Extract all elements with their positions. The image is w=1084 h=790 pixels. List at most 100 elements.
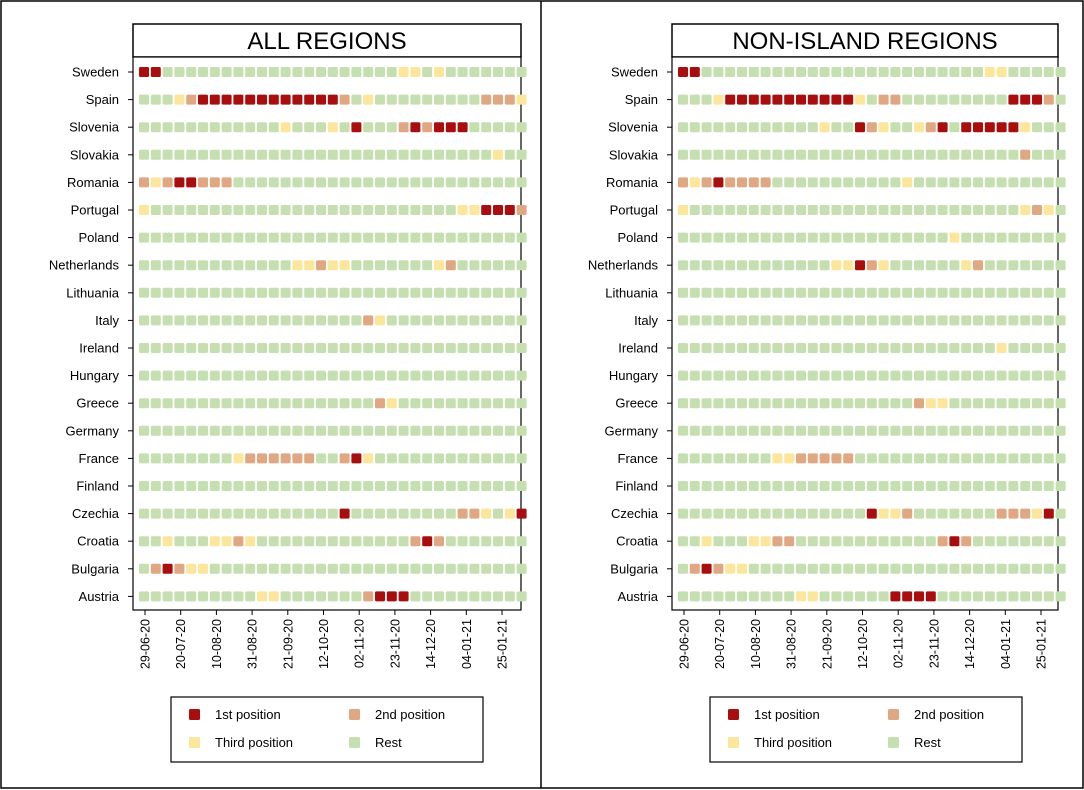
cell-rest bbox=[807, 563, 818, 574]
x-tick-label: 21-09-20 bbox=[281, 619, 295, 669]
cell-rest bbox=[292, 67, 303, 77]
cell-third-position bbox=[855, 94, 865, 105]
cell-rest bbox=[678, 370, 688, 381]
cell-rest bbox=[1055, 149, 1066, 160]
cell-rest bbox=[914, 177, 924, 188]
cell-rest bbox=[268, 205, 279, 215]
x-tick-label: 14-12-20 bbox=[963, 619, 977, 669]
cell-rest bbox=[139, 149, 149, 160]
cell-rest bbox=[1008, 260, 1019, 271]
cell-rest bbox=[422, 205, 433, 215]
cell-first-position bbox=[304, 94, 315, 105]
cell-rest bbox=[445, 591, 456, 602]
cell-rest bbox=[363, 67, 374, 77]
cell-third-position bbox=[386, 398, 397, 409]
cell-first-position bbox=[445, 122, 456, 133]
cell-rest bbox=[422, 315, 433, 326]
cell-rest bbox=[878, 232, 889, 243]
cell-rest bbox=[772, 260, 783, 271]
cell-third-position bbox=[1020, 122, 1031, 133]
cell-rest bbox=[292, 398, 303, 409]
cell-rest bbox=[890, 563, 901, 574]
cell-rest bbox=[292, 591, 303, 602]
cell-rest bbox=[760, 425, 771, 436]
cell-rest bbox=[784, 232, 795, 243]
cell-rest bbox=[796, 425, 806, 436]
cell-rest bbox=[914, 508, 924, 519]
cell-rest bbox=[689, 370, 700, 381]
cell-third-position bbox=[1043, 205, 1054, 215]
cell-rest bbox=[292, 508, 303, 519]
cell-rest bbox=[678, 481, 688, 491]
cell-rest bbox=[902, 425, 913, 436]
cell-rest bbox=[1008, 481, 1019, 491]
cell-rest bbox=[890, 260, 901, 271]
cell-rest bbox=[481, 453, 492, 464]
y-tick-label: Poland bbox=[618, 230, 658, 245]
cell-rest bbox=[1020, 591, 1031, 602]
cell-rest bbox=[422, 425, 433, 436]
cell-rest bbox=[410, 94, 421, 105]
cell-rest bbox=[925, 453, 936, 464]
cell-third-position bbox=[339, 260, 350, 271]
cell-third-position bbox=[233, 453, 244, 464]
cell-rest bbox=[457, 591, 468, 602]
cell-rest bbox=[198, 343, 208, 353]
cell-rest bbox=[233, 481, 244, 491]
cell-rest bbox=[398, 343, 409, 353]
cell-second-position bbox=[422, 122, 433, 133]
cell-rest bbox=[363, 232, 374, 243]
cell-rest bbox=[973, 453, 983, 464]
legend-rest-label: Rest bbox=[375, 735, 402, 750]
cell-rest bbox=[481, 481, 492, 491]
cell-second-position bbox=[398, 122, 409, 133]
cell-rest bbox=[174, 481, 185, 491]
cell-third-position bbox=[280, 122, 291, 133]
cell-first-position bbox=[351, 122, 362, 133]
cell-rest bbox=[386, 536, 397, 547]
cell-rest bbox=[268, 232, 279, 243]
cell-rest bbox=[422, 508, 433, 519]
cell-rest bbox=[1043, 591, 1054, 602]
y-tick-label: Sweden bbox=[72, 65, 119, 80]
cell-rest bbox=[398, 149, 409, 160]
cell-rest bbox=[198, 122, 208, 133]
cell-rest bbox=[209, 149, 220, 160]
cell-rest bbox=[949, 591, 960, 602]
cell-rest bbox=[398, 370, 409, 381]
cell-rest bbox=[996, 232, 1007, 243]
cell-rest bbox=[796, 536, 806, 547]
cell-rest bbox=[725, 398, 736, 409]
cell-second-position bbox=[363, 315, 374, 326]
cell-second-position bbox=[233, 536, 244, 547]
cell-rest bbox=[831, 591, 842, 602]
cell-rest bbox=[1032, 260, 1042, 271]
cell-rest bbox=[737, 481, 747, 491]
cell-rest bbox=[996, 205, 1007, 215]
cell-rest bbox=[689, 425, 700, 436]
cell-rest bbox=[139, 370, 149, 381]
cell-rest bbox=[457, 343, 468, 353]
cell-rest bbox=[1008, 67, 1019, 77]
cell-rest bbox=[902, 67, 913, 77]
y-tick-label: Spain bbox=[86, 92, 119, 107]
cell-rest bbox=[221, 425, 232, 436]
cell-rest bbox=[150, 232, 161, 243]
cell-rest bbox=[819, 425, 830, 436]
cell-rest bbox=[327, 232, 338, 243]
cell-rest bbox=[973, 481, 983, 491]
cell-rest bbox=[339, 536, 350, 547]
cell-rest bbox=[339, 563, 350, 574]
cell-rest bbox=[292, 232, 303, 243]
cell-rest bbox=[937, 177, 948, 188]
cell-rest bbox=[855, 205, 865, 215]
cell-rest bbox=[339, 232, 350, 243]
cell-rest bbox=[937, 315, 948, 326]
cell-rest bbox=[1008, 343, 1019, 353]
cell-rest bbox=[174, 260, 185, 271]
cell-rest bbox=[268, 398, 279, 409]
cell-rest bbox=[445, 563, 456, 574]
cell-rest bbox=[504, 287, 515, 298]
cell-first-position bbox=[174, 177, 185, 188]
cell-rest bbox=[304, 287, 315, 298]
